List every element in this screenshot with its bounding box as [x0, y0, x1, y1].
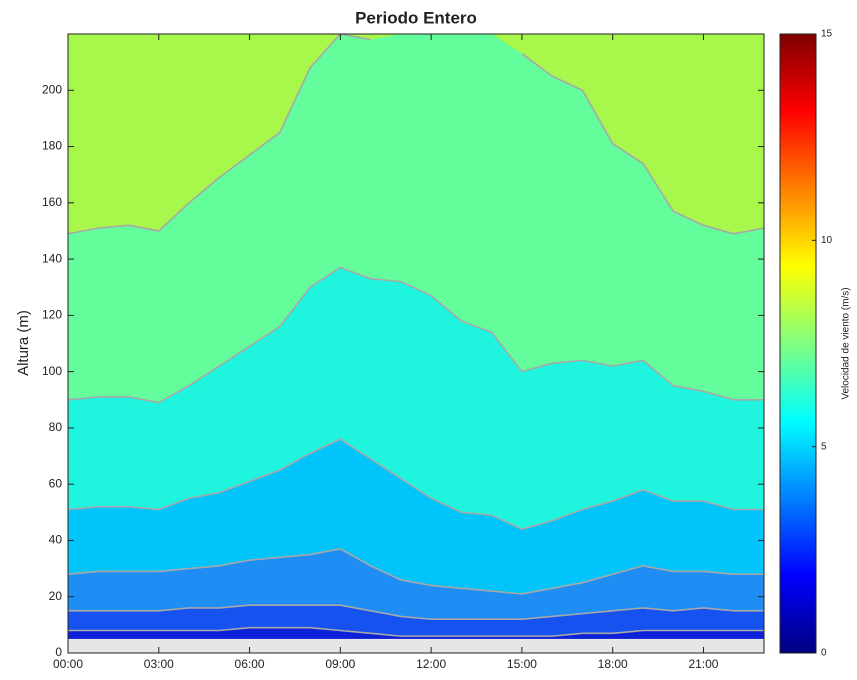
x-tick-label: 18:00: [598, 657, 628, 671]
contour-line: [68, 266, 764, 404]
colorbar-tick-label: 0: [821, 648, 827, 659]
y-tick-label: 160: [42, 195, 62, 209]
colorbar-label: Velocidad de viento (m/s): [841, 287, 852, 399]
y-tick-label: 0: [55, 645, 62, 659]
plot-area: [68, 34, 764, 653]
contour-line: [68, 604, 764, 621]
x-tick-label: 09:00: [325, 657, 355, 671]
x-tick-label: 00:00: [53, 657, 83, 671]
y-tick-label: 60: [49, 476, 63, 490]
x-tick-label: 12:00: [416, 657, 446, 671]
contour-line: [68, 438, 764, 531]
colorbar-tick-label: 15: [821, 29, 833, 40]
y-tick-label: 20: [49, 589, 63, 603]
no-data-mask: [68, 638, 764, 653]
colorbar-tick-label: 5: [821, 441, 827, 452]
x-tick-label: 21:00: [688, 657, 718, 671]
y-tick-label: 40: [49, 533, 63, 547]
y-tick-label: 80: [49, 420, 63, 434]
x-tick-label: 06:00: [235, 657, 265, 671]
chart-title: Periodo Entero: [355, 8, 477, 27]
y-tick-label: 180: [42, 139, 62, 153]
contour-line: [68, 626, 764, 637]
y-tick-label: 120: [42, 308, 62, 322]
colorbar-tick-label: 10: [821, 235, 833, 246]
y-axis-label: Altura (m): [15, 310, 32, 376]
contour-line: [68, 548, 764, 595]
y-tick-label: 200: [42, 82, 62, 96]
y-tick-label: 140: [42, 251, 62, 265]
plot-frame: [67, 33, 765, 654]
contour-line: [68, 34, 764, 235]
x-tick-label: 15:00: [507, 657, 537, 671]
y-tick-label: 100: [42, 364, 62, 378]
x-tick-label: 03:00: [144, 657, 174, 671]
colorbar: [779, 33, 817, 654]
